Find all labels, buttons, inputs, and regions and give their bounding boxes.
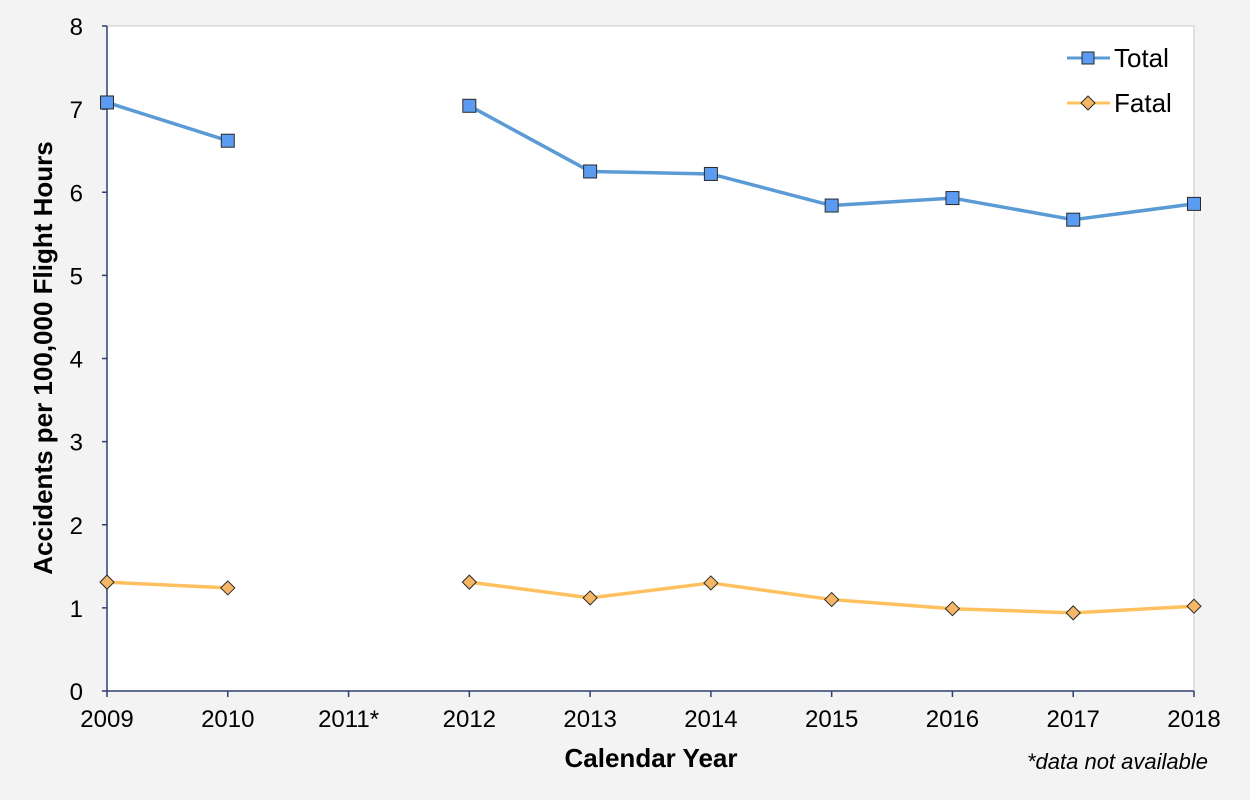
legend-item-total: Total	[1067, 43, 1169, 73]
y-tick-label: 0	[70, 679, 83, 706]
x-tick-label: 2015	[805, 706, 858, 733]
y-axis-ticks: 0 1 2 3 4 5 6 7 8	[70, 14, 107, 706]
x-tick-label: 2017	[1047, 706, 1100, 733]
data-point-fatal	[582, 590, 598, 606]
data-point-fatal	[461, 574, 478, 590]
x-axis-title: Calendar Year	[565, 743, 738, 773]
y-tick-label: 8	[70, 14, 83, 41]
data-point-fatal	[220, 580, 236, 596]
data-point-fatal	[944, 600, 961, 617]
legend-marker-total	[1081, 51, 1095, 65]
data-point-fatal	[703, 575, 719, 591]
x-axis-ticks: 2009 2010 2011* 2012 2013 2014 2015 2016 2017 201…	[80, 691, 1221, 733]
data-point-total	[583, 164, 598, 179]
x-tick-label: 2011*	[318, 706, 379, 733]
data-point-fatal	[1065, 605, 1081, 621]
legend-marker-fatal	[1080, 95, 1096, 111]
y-tick-label: 2	[70, 513, 83, 540]
data-point-total	[100, 95, 114, 110]
data-point-total	[220, 133, 235, 148]
data-point-total	[1066, 212, 1081, 227]
x-tick-label: 2013	[563, 706, 616, 733]
series-line-fatal	[106, 580, 228, 590]
plot-area	[106, 25, 1195, 692]
series-line-total	[106, 100, 229, 143]
x-tick-label: 2009	[80, 706, 133, 733]
legend-item-fatal: Fatal	[1067, 88, 1172, 118]
y-tick-label: 3	[70, 430, 83, 457]
legend-label-total: Total	[1114, 43, 1169, 73]
y-tick-label: 7	[70, 97, 83, 124]
y-tick-label: 5	[70, 263, 83, 290]
legend: Total Fatal	[1067, 43, 1172, 118]
series-layer	[99, 95, 1202, 621]
x-tick-label: 2010	[201, 706, 254, 733]
y-tick-label: 6	[70, 180, 83, 207]
x-tick-label: 2016	[926, 706, 979, 733]
x-tick-label: 2018	[1167, 706, 1220, 733]
data-point-total	[703, 166, 718, 181]
data-point-fatal	[99, 574, 115, 590]
data-point-total	[1187, 196, 1201, 211]
data-point-fatal	[1186, 598, 1202, 614]
y-tick-label: 1	[70, 596, 83, 623]
data-point-total	[945, 191, 960, 206]
footnote: *data not available	[1027, 749, 1208, 774]
x-tick-label: 2014	[684, 706, 737, 733]
y-tick-label: 4	[70, 347, 83, 374]
x-tick-label: 2012	[443, 706, 496, 733]
data-point-total	[824, 198, 839, 213]
y-axis-title: Accidents per 100,000 Flight Hours	[28, 141, 58, 574]
data-point-fatal	[823, 591, 840, 608]
legend-label-fatal: Fatal	[1114, 88, 1172, 118]
data-point-total	[462, 98, 477, 113]
